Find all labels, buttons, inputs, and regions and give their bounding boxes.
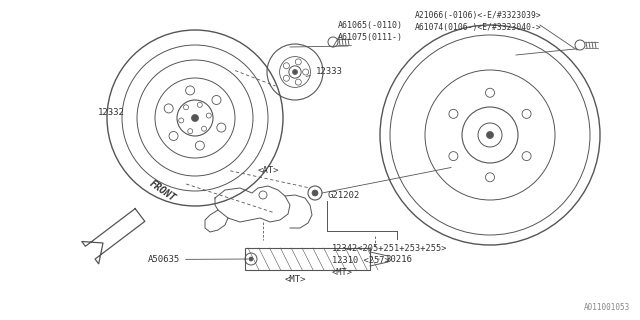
Text: 12332: 12332	[98, 108, 125, 117]
Text: 12342<205+251+253+255>: 12342<205+251+253+255>	[332, 244, 447, 253]
Text: <MT>: <MT>	[284, 275, 306, 284]
Circle shape	[292, 69, 298, 75]
Text: 30216: 30216	[378, 255, 412, 264]
Text: <AT>: <AT>	[257, 166, 279, 175]
Circle shape	[312, 190, 318, 196]
Text: A21066(-0106)<-E/#3323039>: A21066(-0106)<-E/#3323039>	[415, 11, 541, 20]
Text: <MT>: <MT>	[332, 268, 353, 277]
Text: G21202: G21202	[327, 191, 359, 200]
Text: 12310 <257>: 12310 <257>	[332, 256, 390, 265]
Text: A61065(-0110): A61065(-0110)	[338, 21, 403, 30]
Text: A61074(0106-)<E/#3323040->: A61074(0106-)<E/#3323040->	[415, 23, 541, 32]
Circle shape	[249, 257, 253, 261]
Circle shape	[486, 132, 493, 139]
Text: A50635: A50635	[148, 255, 248, 264]
Text: FRONT: FRONT	[148, 178, 178, 203]
Text: 12333: 12333	[306, 67, 343, 76]
Circle shape	[191, 115, 198, 122]
Text: A61075(0111-): A61075(0111-)	[338, 33, 403, 42]
Text: A011001053: A011001053	[584, 303, 630, 312]
